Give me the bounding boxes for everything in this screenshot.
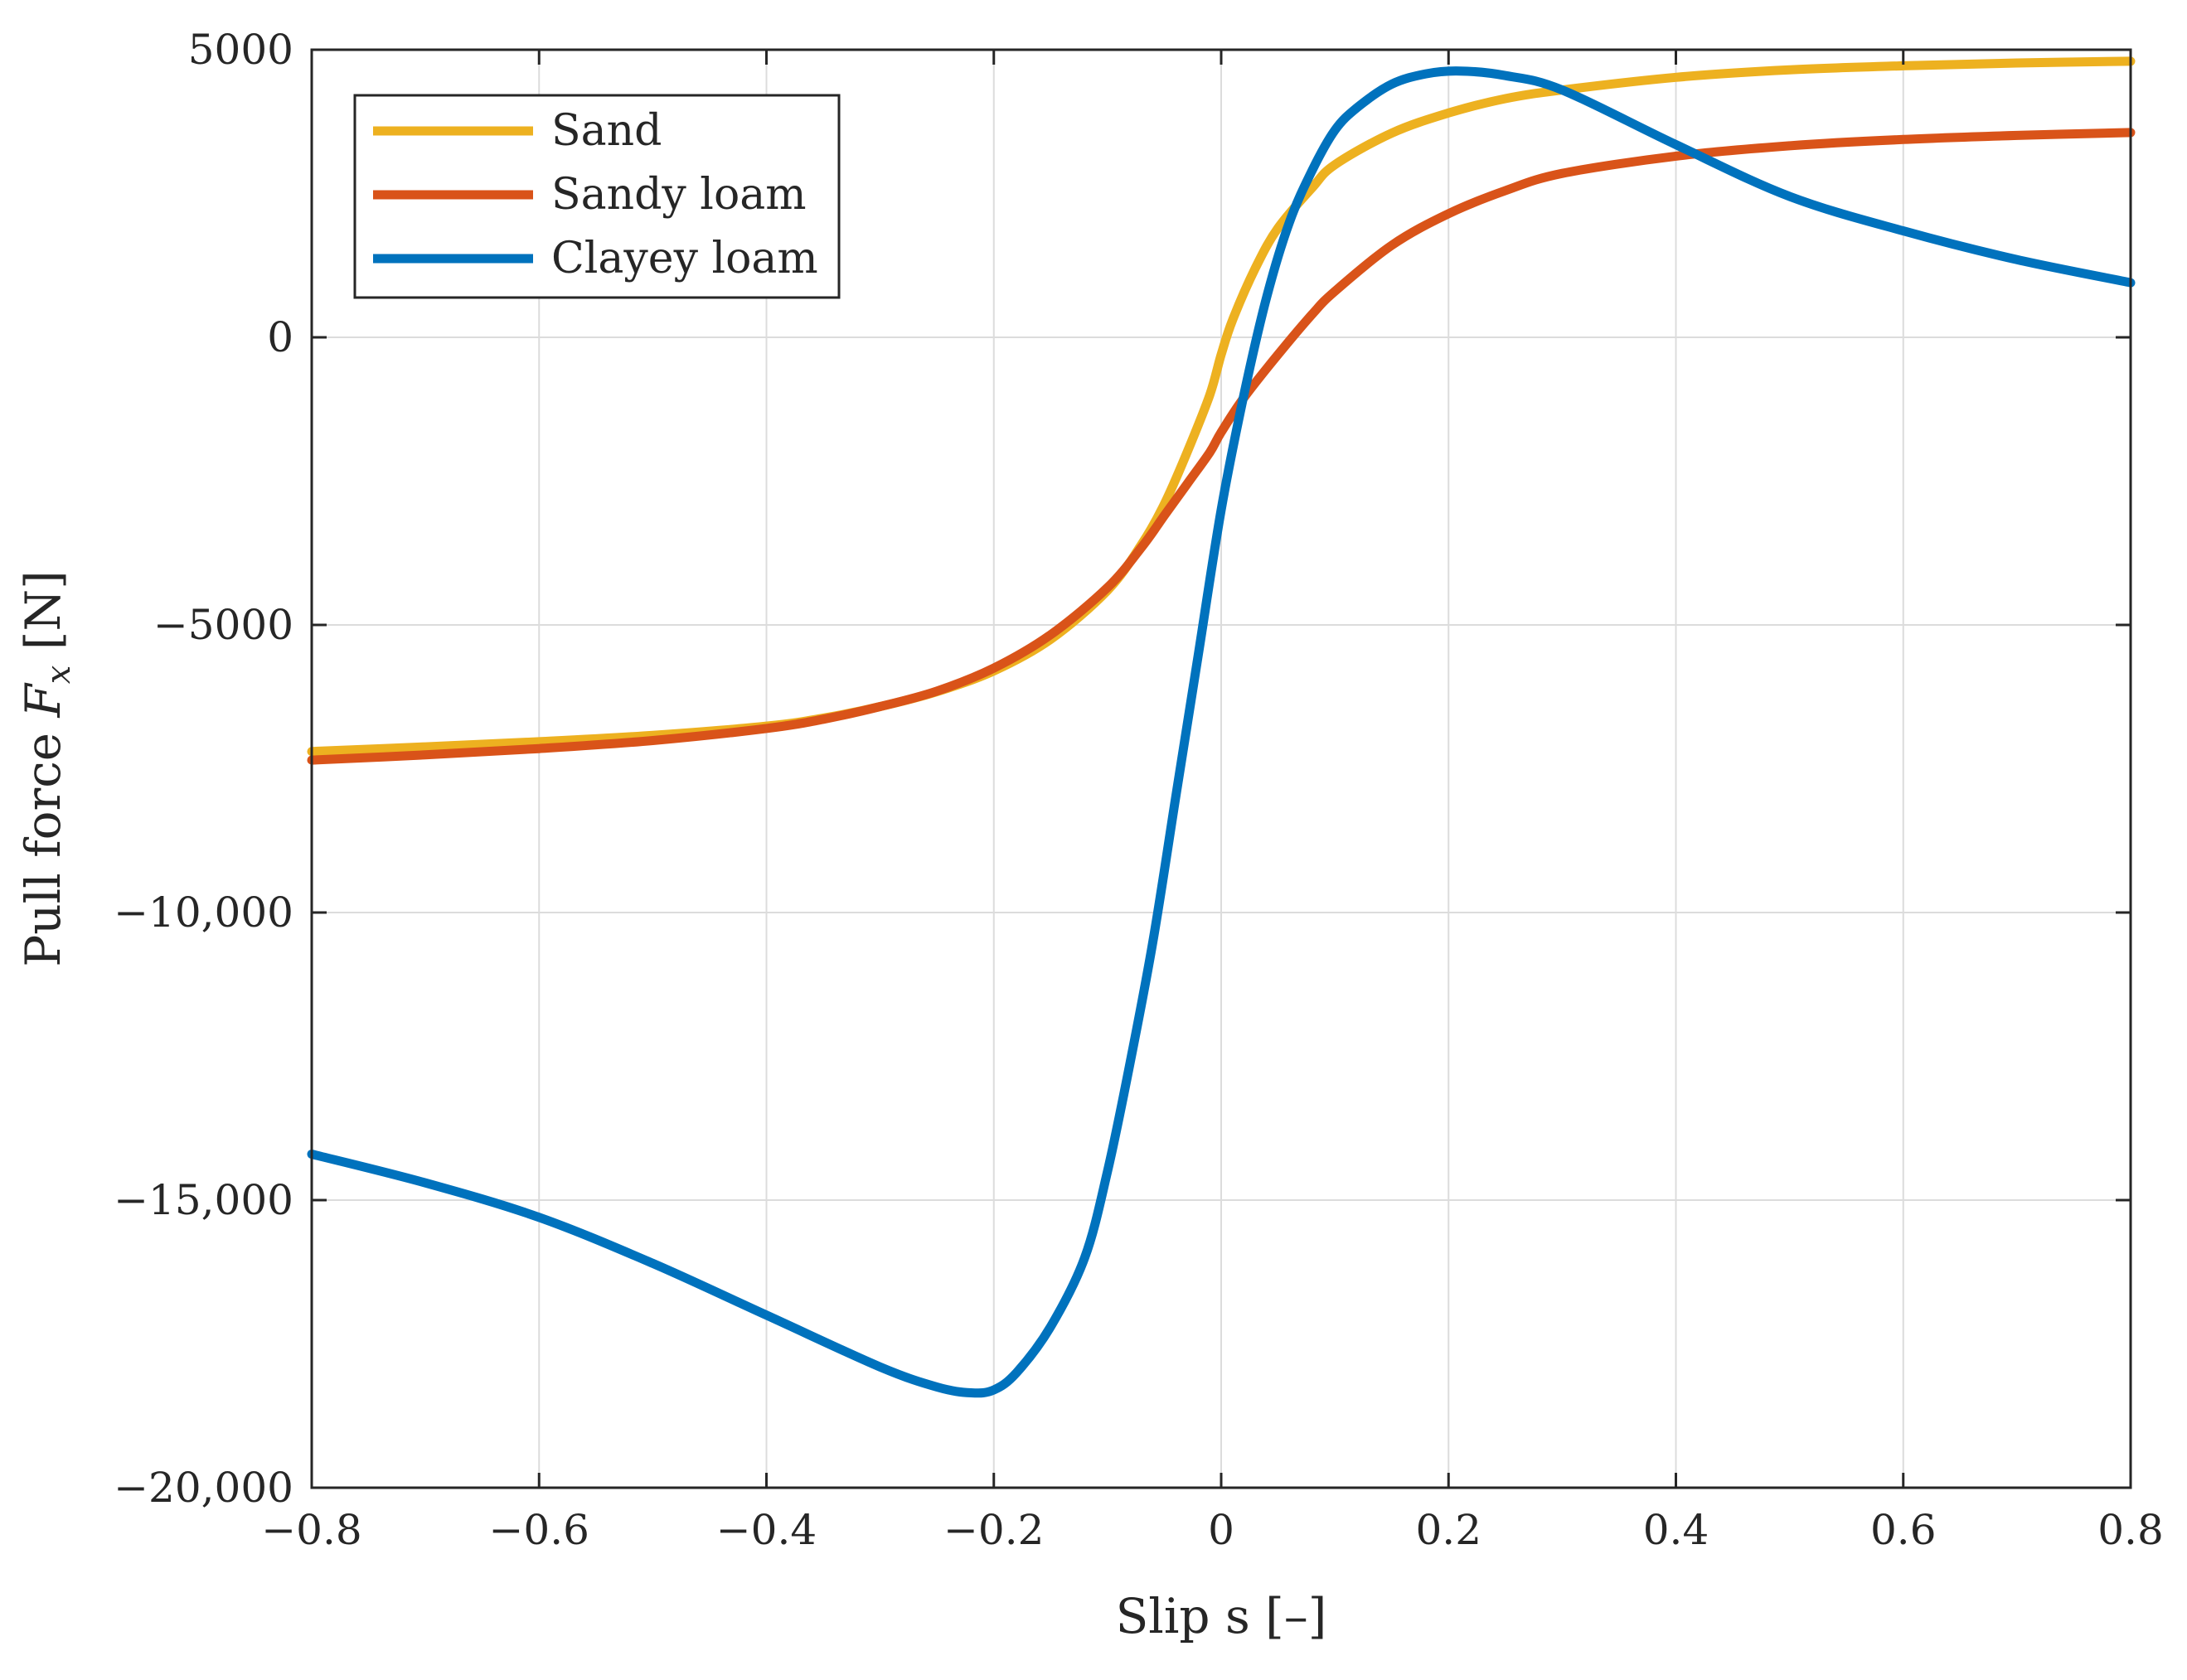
- x-tick-label: 0.8: [2097, 1506, 2164, 1554]
- x-tick-label: −0.6: [489, 1506, 589, 1554]
- x-tick-label: 0: [1208, 1506, 1234, 1554]
- x-tick-label: 0.4: [1643, 1506, 1709, 1554]
- legend-label-sand: Sand: [551, 106, 662, 156]
- y-tick-label: −10,000: [114, 888, 293, 937]
- y-tick-label: −20,000: [114, 1464, 293, 1512]
- y-tick-label: 5000: [188, 26, 293, 74]
- y-axis-label-subscript: x: [40, 666, 78, 685]
- x-tick-label: −0.4: [716, 1506, 817, 1554]
- y-axis-label-prefix: Pull force: [15, 717, 71, 966]
- y-tick-label: −15,000: [114, 1176, 293, 1224]
- y-axis-label-suffix: [N]: [15, 570, 71, 665]
- series-line-clayey-loam: [307, 66, 2136, 1398]
- legend: Sand Sandy loam Clayey loam: [353, 94, 841, 299]
- y-axis-label-variable: F: [15, 682, 71, 718]
- x-tick-label: 0.6: [1870, 1506, 1937, 1554]
- legend-label-clayey-loam: Clayey loam: [551, 234, 818, 283]
- y-tick-label: 0: [267, 313, 293, 361]
- x-axis-label: Slip s [–]: [1116, 1588, 1327, 1644]
- series-layer: [307, 56, 2136, 1398]
- x-tick-label: −0.2: [943, 1506, 1044, 1554]
- x-tick-label: −0.8: [261, 1506, 361, 1554]
- y-tick-label: −5000: [153, 601, 293, 649]
- series-line-sandy-loam: [307, 128, 2136, 765]
- grid: [311, 49, 2131, 1489]
- legend-label-sandy-loam: Sandy loam: [551, 170, 807, 220]
- ticks: −0.8 −0.6 −0.4 −0.2 0 0.2 0.4 0.6 0.8 5000 0 −5000 −…: [114, 26, 2164, 1554]
- y-axis-label: Pull force Fx [N]: [15, 570, 78, 967]
- x-tick-label: 0.2: [1415, 1506, 1481, 1554]
